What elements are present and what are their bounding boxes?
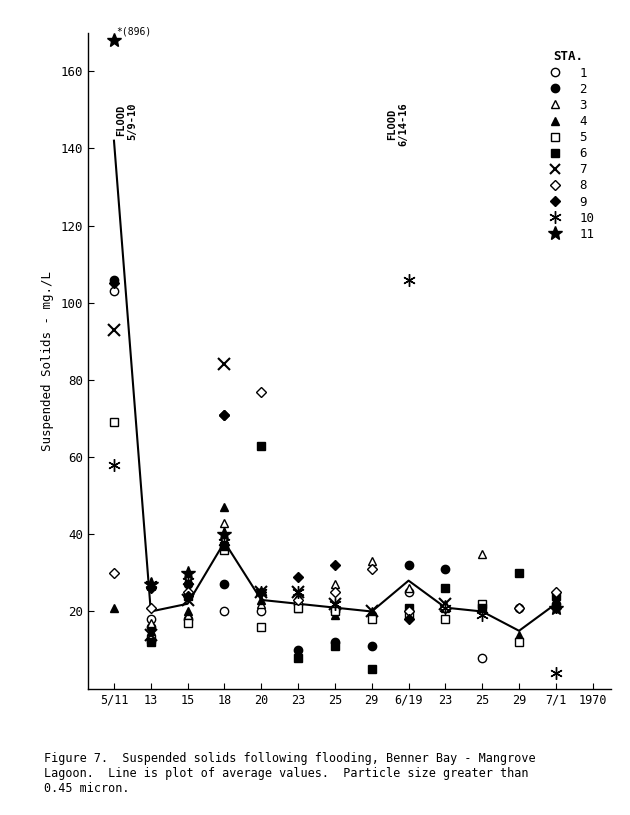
Text: FLOOD
6/14-16: FLOOD 6/14-16 [387, 102, 408, 146]
Text: Figure 7.  Suspended solids following flooding, Benner Bay - Mangrove
Lagoon.  L: Figure 7. Suspended solids following flo… [44, 751, 536, 795]
Text: *(896): *(896) [116, 26, 151, 37]
Text: FLOOD
5/9-10: FLOOD 5/9-10 [116, 102, 138, 139]
Legend: 1, 2, 3, 4, 5, 6, 7, 8, 9, 10, 11: 1, 2, 3, 4, 5, 6, 7, 8, 9, 10, 11 [537, 46, 600, 246]
Y-axis label: Suspended Solids - mg./L: Suspended Solids - mg./L [41, 271, 54, 451]
